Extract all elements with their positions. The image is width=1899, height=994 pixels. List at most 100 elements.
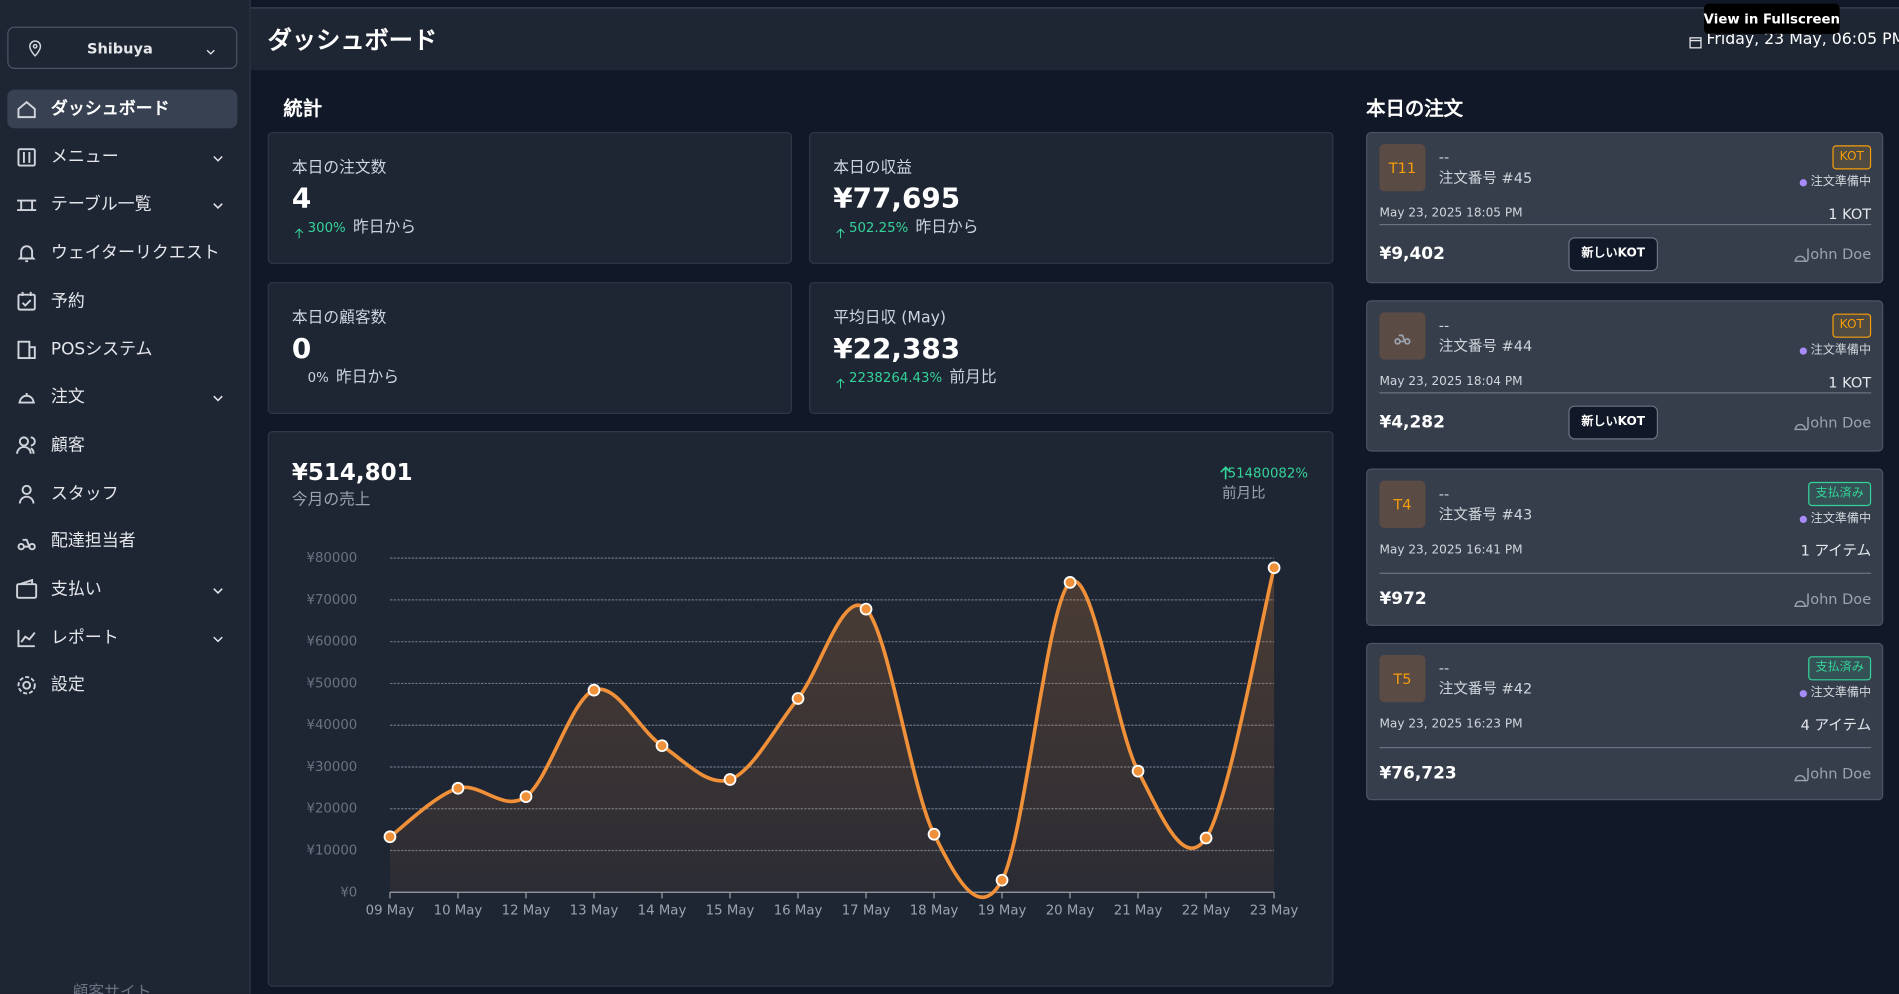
waiter-name: John Doe	[1805, 765, 1872, 783]
menu-item[interactable]: 顧客	[50, 435, 85, 456]
customer-name: --	[1438, 485, 1450, 503]
order-badge: KOT	[1832, 313, 1872, 338]
status-dot	[1799, 347, 1807, 355]
order-status: 注文準備中	[1810, 175, 1872, 189]
menu-item[interactable]: テーブル一覧	[50, 195, 152, 215]
y-tick-label: ¥0	[340, 885, 357, 900]
table-label: T4	[1393, 496, 1412, 514]
delivery-icon	[1393, 327, 1412, 346]
menu-icon	[16, 578, 38, 601]
menu-item[interactable]: 設定	[50, 676, 85, 696]
menu-item[interactable]: ウェイターリクエスト	[50, 243, 220, 263]
order-card[interactable]	[1366, 468, 1884, 626]
menu-icon	[16, 435, 38, 457]
y-tick-label: ¥40000	[307, 718, 358, 733]
point	[791, 692, 805, 705]
menu-icon	[16, 242, 38, 264]
order-card[interactable]	[1366, 642, 1884, 801]
point	[655, 739, 669, 753]
chevron-icon	[210, 197, 227, 214]
order-badge: 支払済み	[1808, 656, 1872, 681]
stat-note: 前月比	[949, 368, 997, 387]
sidebar	[0, 0, 251, 994]
chart-card	[267, 431, 1334, 987]
menu-item[interactable]: メニュー	[50, 147, 119, 167]
menu-item[interactable]: 配達担当者	[50, 531, 136, 552]
order-badge: 支払済み	[1808, 481, 1872, 507]
y-tick-label: ¥70000	[307, 593, 358, 608]
menu-item[interactable]: ダッシュボード	[50, 99, 170, 119]
stat-note: 昨日から	[352, 218, 416, 237]
menu-icon	[16, 531, 38, 553]
area	[389, 567, 1275, 898]
order-total: ¥4,282	[1379, 412, 1445, 433]
menu-item[interactable]: POSシステム	[50, 339, 153, 359]
status-dot	[1799, 179, 1807, 187]
datetime: Friday, 23 May, 06:05 PM	[1706, 30, 1899, 50]
x-tick-label: 16 May	[774, 903, 823, 918]
orders-title: 本日の注文	[1366, 96, 1464, 120]
stat-label: 本日の注文数	[291, 159, 387, 178]
stat-card	[267, 131, 793, 264]
page-title: ダッシュボード	[267, 25, 438, 55]
arrow-up-icon	[1220, 466, 1232, 480]
stats-title: 統計	[283, 96, 323, 120]
menu-item[interactable]: レポート	[50, 627, 119, 648]
x-tick-label: 10 May	[434, 903, 483, 918]
point	[723, 773, 737, 786]
location-name[interactable]: Shibuya	[86, 39, 153, 57]
y-tick-label: ¥60000	[307, 635, 358, 650]
x-tick-label: 15 May	[706, 903, 755, 918]
x-tick-label: 17 May	[842, 903, 891, 918]
menu-item[interactable]: スタッフ	[50, 483, 119, 504]
new-kot-button[interactable]	[1568, 405, 1658, 440]
point	[1267, 561, 1281, 575]
stat-value: 0	[291, 333, 312, 366]
order-status: 注文準備中	[1810, 686, 1872, 700]
order-count: 1 KOT	[1828, 374, 1872, 392]
order-time: May 23, 2025 16:23 PM	[1379, 717, 1523, 732]
point	[519, 790, 533, 803]
menu-item[interactable]: 注文	[50, 387, 85, 408]
point	[587, 683, 601, 697]
menu-icon	[16, 627, 38, 649]
arrow-up-icon	[834, 222, 846, 239]
waiter-icon	[1792, 415, 1808, 431]
calendar-icon	[1688, 31, 1703, 49]
menu-icon	[16, 146, 38, 168]
tooltip	[1704, 3, 1840, 34]
menu-item[interactable]: 支払い	[50, 579, 102, 600]
order-number: 注文番号 #44	[1438, 337, 1533, 355]
order-time: May 23, 2025 16:41 PM	[1379, 543, 1523, 557]
table-avatar	[1379, 480, 1426, 528]
menu-icon	[16, 386, 38, 408]
stat-card	[809, 282, 1334, 415]
x-tick-label: 22 May	[1182, 903, 1231, 918]
table-label: T11	[1388, 159, 1417, 177]
new-kot-label[interactable]: 新しいKOT	[1581, 246, 1646, 261]
stat-note: 昨日から	[336, 368, 400, 387]
waiter-icon	[1792, 246, 1808, 262]
order-number: 注文番号 #42	[1438, 680, 1533, 698]
point	[451, 781, 465, 795]
customer-site-link[interactable]: 顧客サイト	[72, 983, 152, 994]
order-total: ¥9,402	[1379, 244, 1445, 264]
x-tick-label: 18 May	[910, 903, 959, 918]
new-kot-button[interactable]	[1568, 237, 1658, 272]
order-number: 注文番号 #45	[1438, 169, 1533, 187]
menu-icon	[16, 194, 38, 216]
x-tick-label: 13 May	[570, 903, 619, 918]
order-status: 注文準備中	[1810, 343, 1872, 358]
waiter-icon	[1792, 766, 1808, 782]
new-kot-label[interactable]: 新しいKOT	[1581, 415, 1646, 429]
point	[927, 827, 941, 841]
menu-icon	[16, 483, 38, 505]
order-total: ¥972	[1379, 589, 1427, 609]
x-tick-label: 12 May	[502, 903, 551, 918]
menu-item[interactable]: 予約	[50, 291, 85, 311]
chevron-icon	[210, 581, 227, 598]
point	[1131, 764, 1145, 778]
location-select[interactable]	[7, 26, 238, 70]
menu-item-active[interactable]	[7, 89, 238, 129]
